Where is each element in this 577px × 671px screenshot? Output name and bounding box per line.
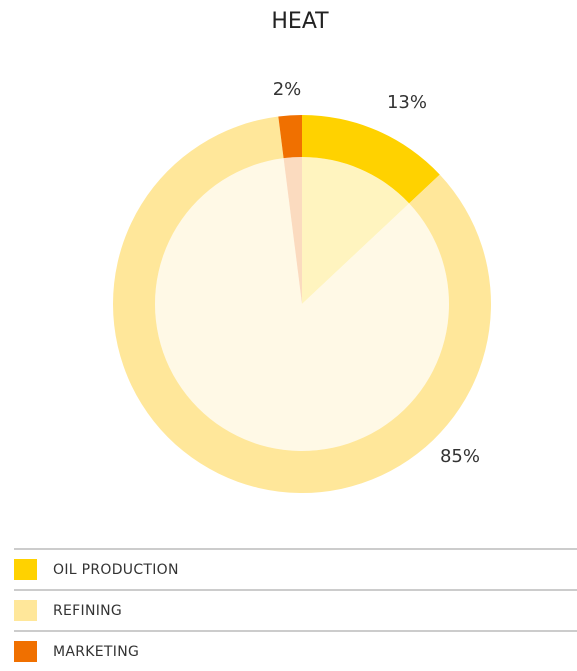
value-label: 85% <box>440 446 480 467</box>
chart-title: HEAT <box>271 9 329 34</box>
pie-slice-inner <box>154 158 449 452</box>
legend-label: REFINING <box>53 603 122 619</box>
legend-label: MARKETING <box>53 644 139 660</box>
legend-label: OIL PRODUCTION <box>53 562 179 578</box>
legend-swatch <box>14 600 37 621</box>
legend-swatch <box>14 641 37 662</box>
value-label: 2% <box>273 79 302 100</box>
pie-slice <box>302 115 440 204</box>
pie-slice <box>278 115 302 159</box>
pie-slice-inner <box>283 157 302 304</box>
pie-slice-inner <box>302 157 410 304</box>
value-label: 13% <box>387 92 427 113</box>
legend-swatch <box>14 559 37 580</box>
